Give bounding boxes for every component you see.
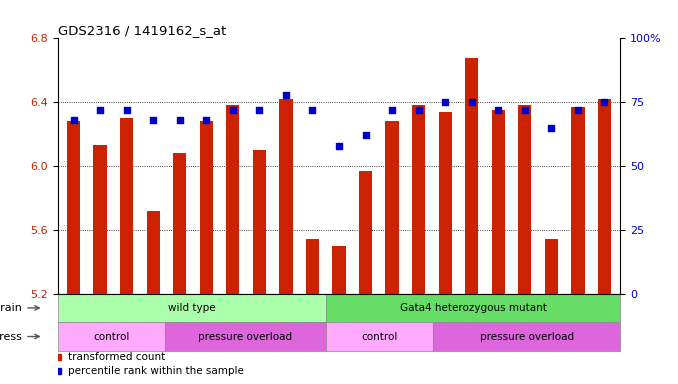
Point	[599, 99, 610, 105]
Bar	[306, 239, 319, 294]
Text: strain: strain	[0, 303, 23, 313]
Point	[121, 107, 132, 113]
Bar	[439, 112, 452, 294]
Point	[546, 125, 557, 131]
Bar	[94, 145, 106, 294]
Bar	[199, 121, 213, 294]
Bar	[325, 322, 433, 351]
Bar	[226, 105, 239, 294]
Bar	[492, 110, 505, 294]
Point	[201, 117, 212, 123]
Text: pressure overload: pressure overload	[479, 331, 574, 341]
Bar	[544, 239, 558, 294]
Text: control: control	[93, 331, 129, 341]
Bar	[433, 322, 620, 351]
Text: transformed count: transformed count	[68, 352, 165, 362]
Bar	[173, 153, 186, 294]
Text: wild type: wild type	[167, 303, 216, 313]
Text: stress: stress	[0, 331, 23, 341]
Point	[386, 107, 397, 113]
Bar	[279, 99, 292, 294]
Bar	[58, 294, 325, 322]
Bar	[58, 322, 165, 351]
Point	[68, 117, 79, 123]
Bar	[325, 294, 620, 322]
Point	[148, 117, 159, 123]
Point	[227, 107, 238, 113]
Text: pressure overload: pressure overload	[198, 331, 292, 341]
Bar	[412, 105, 425, 294]
Point	[95, 107, 106, 113]
Bar	[332, 246, 346, 294]
Point	[440, 99, 451, 105]
Point	[466, 99, 477, 105]
Bar	[465, 58, 479, 294]
Bar	[359, 171, 372, 294]
Point	[360, 132, 371, 139]
Bar	[598, 99, 611, 294]
Bar	[146, 211, 160, 294]
Point	[572, 107, 583, 113]
Text: Gata4 heterozygous mutant: Gata4 heterozygous mutant	[399, 303, 546, 313]
Bar	[67, 121, 80, 294]
Bar	[253, 150, 266, 294]
Point	[493, 107, 504, 113]
Point	[307, 107, 318, 113]
Bar	[120, 118, 134, 294]
Point	[334, 142, 344, 149]
Point	[174, 117, 185, 123]
Point	[254, 107, 265, 113]
Text: GDS2316 / 1419162_s_at: GDS2316 / 1419162_s_at	[58, 24, 226, 37]
Point	[413, 107, 424, 113]
Text: percentile rank within the sample: percentile rank within the sample	[68, 366, 243, 376]
Text: control: control	[361, 331, 397, 341]
Bar	[518, 105, 532, 294]
Point	[281, 91, 292, 98]
Bar	[572, 107, 584, 294]
Point	[519, 107, 530, 113]
Bar	[386, 121, 399, 294]
Bar	[165, 322, 325, 351]
